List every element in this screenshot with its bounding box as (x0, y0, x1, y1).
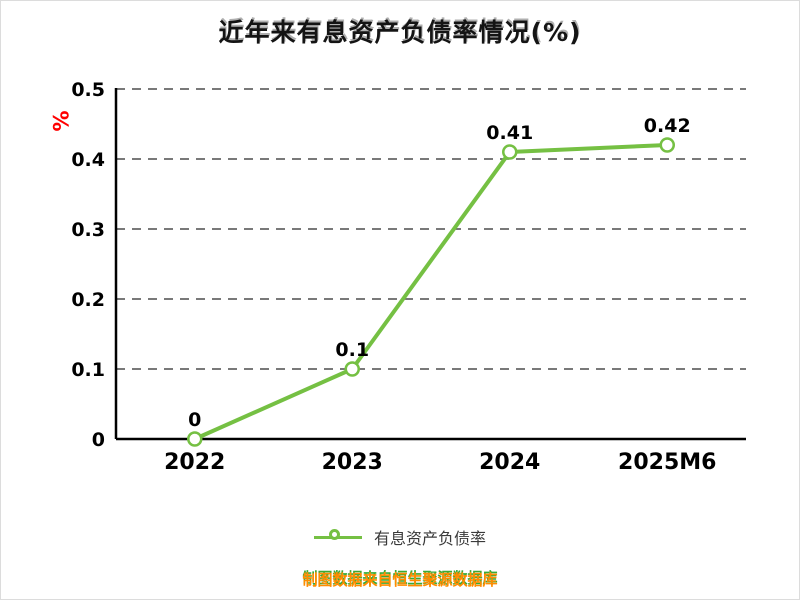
chart-title: 近年来有息资产负债率情况(%) (218, 18, 582, 47)
data-point-marker (344, 361, 360, 377)
x-tick-label: 2024 (479, 450, 540, 475)
legend-circle-icon (328, 529, 340, 540)
y-tick-label: 0.3 (71, 219, 105, 241)
data-point-label: 0.42 (644, 115, 691, 137)
data-point-label: 0.41 (486, 122, 533, 144)
y-tick-label: 0.4 (71, 149, 105, 171)
y-tick-label: 0.5 (71, 79, 105, 101)
data-point-marker (502, 144, 518, 160)
y-tick-label: 0 (92, 429, 105, 451)
data-point-label: 0 (188, 409, 201, 431)
x-tick-label: 2022 (164, 450, 225, 475)
y-tick-label: 0.2 (71, 289, 105, 311)
footer-credit: 制图数据来自恒生聚源数据库 (302, 571, 498, 589)
legend: 有息资产负债率 (1, 525, 799, 549)
data-point-label: 0.1 (335, 339, 369, 361)
x-tick-label: 2023 (322, 450, 383, 475)
data-point-marker (187, 431, 203, 447)
legend-marker (313, 528, 362, 546)
series-line (192, 143, 670, 441)
data-point-marker (659, 137, 675, 153)
legend-label: 有息资产负债率 (373, 529, 486, 548)
y-tick-label: 0.1 (71, 359, 105, 381)
x-tick-label: 2025M6 (618, 450, 716, 475)
